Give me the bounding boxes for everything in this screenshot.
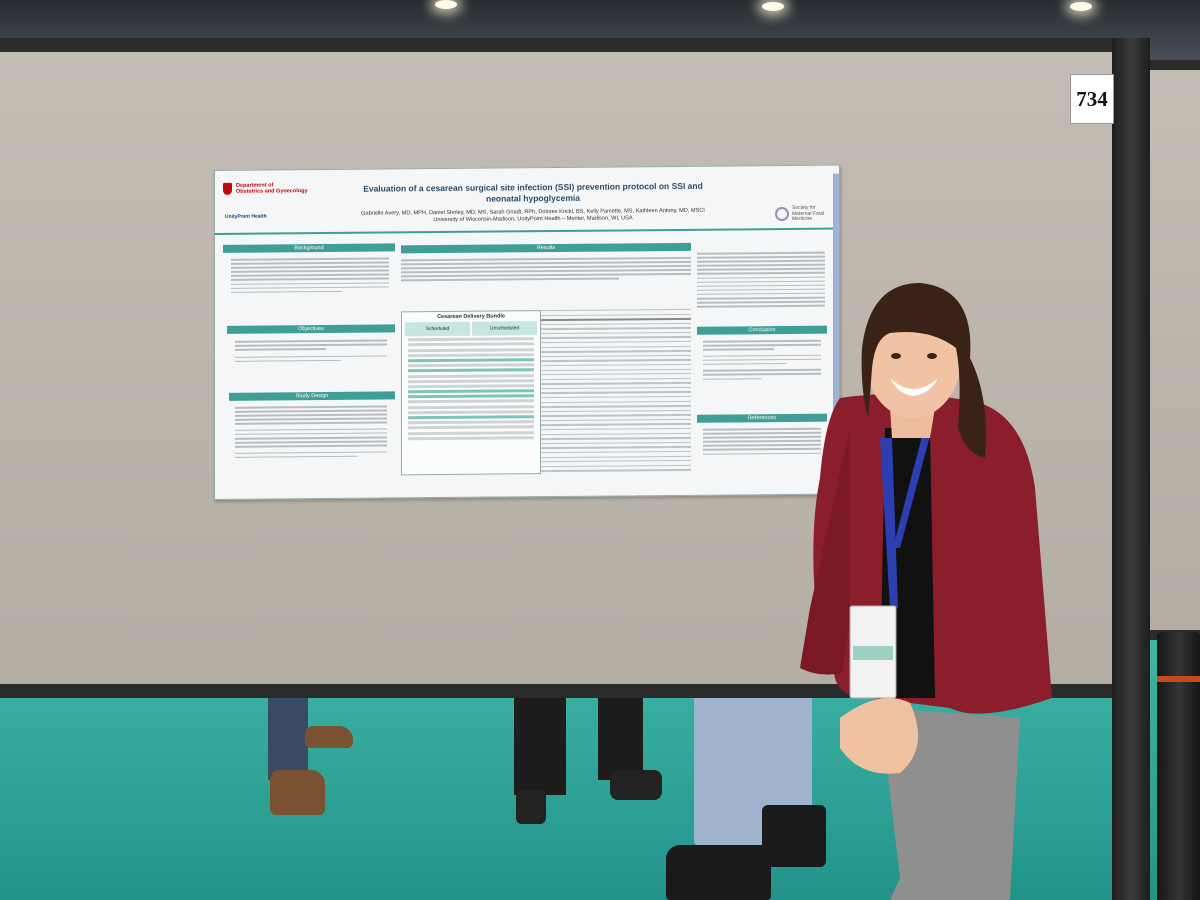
- dept-line2: Obstetrics and Gynecology: [236, 188, 308, 195]
- results-text: [401, 256, 691, 284]
- cesarean-bundle-flowchart: Cesarean Delivery Bundle Scheduled Unsche…: [401, 310, 541, 476]
- booth-board-right: [1150, 60, 1200, 640]
- flow-unscheduled: Unscheduled: [472, 321, 537, 336]
- smfm-line3: Medicine: [792, 215, 813, 222]
- smfm-ring-icon: [775, 207, 789, 222]
- trash-can: [1157, 632, 1200, 900]
- clasped-hands: [840, 698, 918, 774]
- background-text: [231, 257, 389, 295]
- uw-crest-icon: [223, 182, 232, 195]
- unitypoint-logo: UnityPoint Health: [225, 213, 267, 220]
- blazer-left-sleeve: [800, 428, 850, 675]
- gray-pants: [880, 708, 1020, 900]
- smile: [890, 378, 938, 396]
- booth-pole: [1112, 38, 1150, 900]
- lanyard-right: [893, 436, 930, 548]
- ceiling-light: [1070, 2, 1092, 11]
- uw-logo: Department of Obstetrics and Gynecology: [223, 182, 308, 195]
- ceiling-light: [435, 0, 457, 9]
- poster-authors: Gabrielle Avery, MD, MPH, Daniel Shirley…: [333, 207, 733, 224]
- badge-stripe: [853, 646, 893, 660]
- section-results: Results: [401, 242, 691, 254]
- ceiling-light: [762, 2, 784, 11]
- research-poster: Department of Obstetrics and Gynecology U…: [214, 164, 840, 500]
- section-study-design: Study Design: [229, 391, 395, 401]
- study-design-text: [235, 405, 387, 460]
- booth-number-sign: 734: [1070, 74, 1114, 124]
- left-eye: [891, 353, 901, 359]
- right-eye: [927, 353, 937, 359]
- section-background: Background: [223, 243, 395, 253]
- lanyard: [880, 438, 898, 608]
- poster-header: Department of Obstetrics and Gynecology U…: [215, 165, 839, 235]
- results-table: [541, 308, 691, 472]
- smfm-logo: Society for Maternal·Fetal Medicine: [775, 205, 824, 223]
- hair: [861, 283, 986, 458]
- poster-title: Evaluation of a cesarean surgical site i…: [333, 180, 733, 205]
- objectives-text: [235, 339, 387, 364]
- section-objectives: Objectives: [227, 324, 395, 334]
- flow-scheduled: Scheduled: [405, 321, 470, 337]
- flow-title: Cesarean Delivery Bundle: [437, 313, 505, 321]
- presenter-person: [800, 283, 1052, 900]
